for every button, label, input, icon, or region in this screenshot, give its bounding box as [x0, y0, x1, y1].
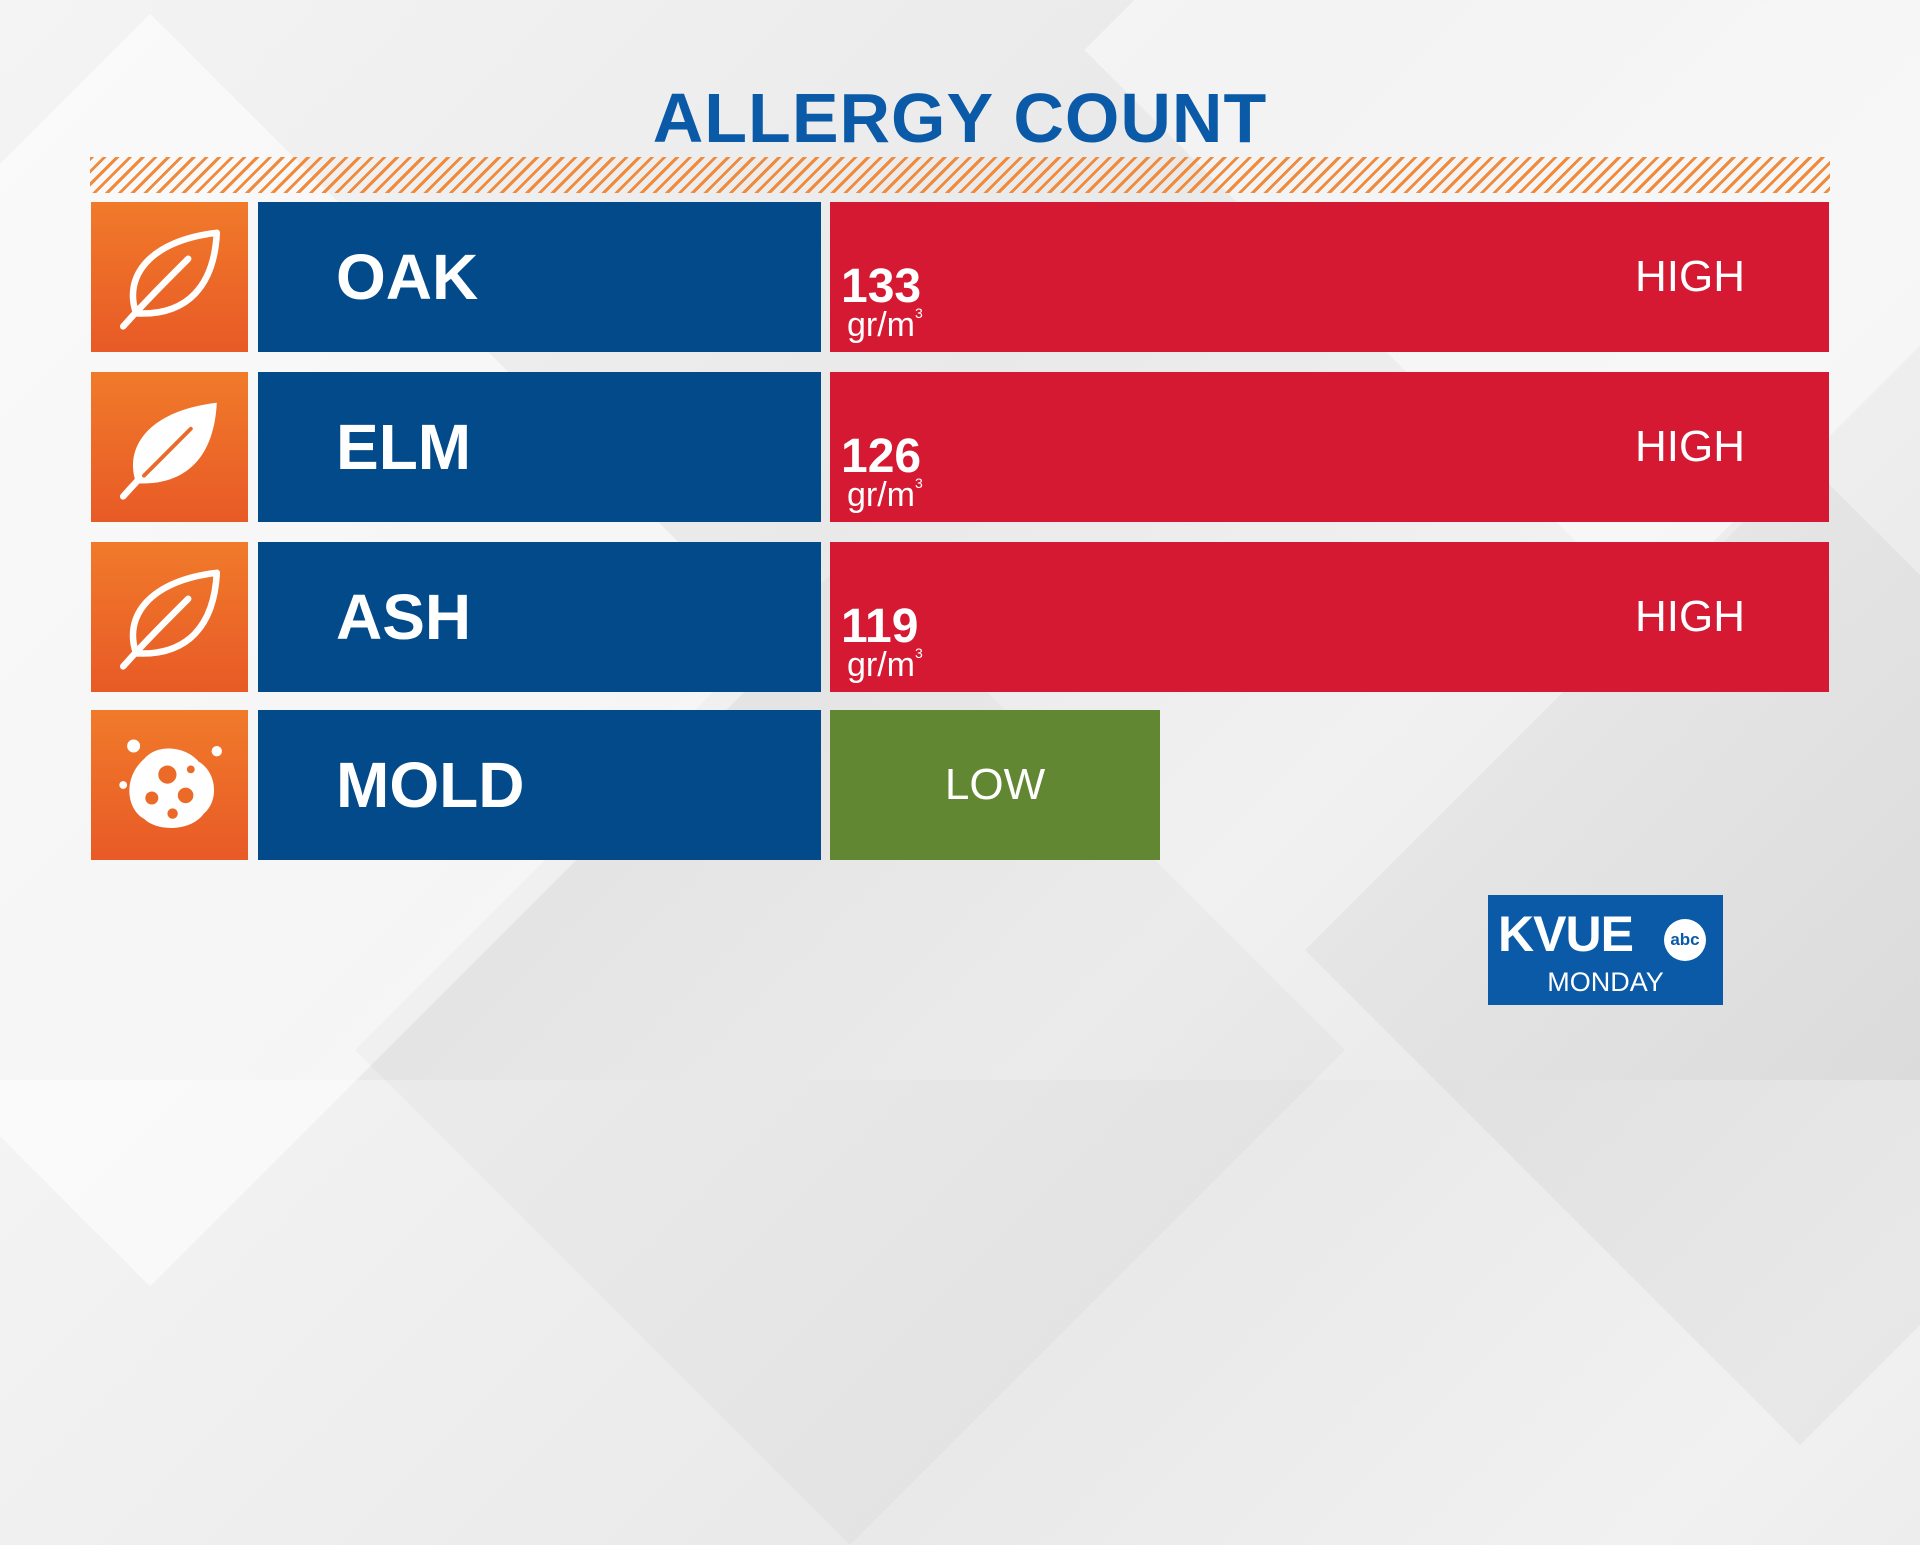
leaf-outline-icon [91, 202, 248, 352]
mold-spore-icon [91, 710, 248, 860]
allergen-name-box: OAK [258, 202, 821, 352]
pollen-count: 126 [841, 430, 922, 483]
allergen-level-bar: LOW [830, 710, 1160, 860]
abc-logo-icon: abc [1664, 919, 1706, 961]
allergen-name: ASH [336, 581, 472, 653]
allergen-name: OAK [336, 241, 479, 313]
allergen-row-mold: MOLD LOW [91, 710, 1829, 860]
allergen-name-box: MOLD [258, 710, 821, 860]
pollen-count: 133 [841, 260, 922, 313]
leaf-outline-icon [91, 542, 248, 692]
allergen-level-bar: 126 gr/m3 HIGH [830, 372, 1829, 522]
leaf-filled-icon [91, 372, 248, 522]
station-name: KVUE [1498, 906, 1634, 962]
day-label: MONDAY [1547, 967, 1664, 997]
allergen-name-box: ASH [258, 542, 821, 692]
pollen-unit: gr/m3 [847, 305, 923, 344]
allergen-row-ash: ASH 119 gr/m3 HIGH [91, 542, 1829, 692]
allergen-name: MOLD [336, 749, 525, 821]
allergen-row-oak: OAK 133 gr/m3 HIGH [91, 202, 1829, 352]
level-label: HIGH [1635, 592, 1745, 641]
station-logo: KVUE abc MONDAY [1488, 895, 1723, 1005]
allergen-name-box: ELM [258, 372, 821, 522]
pollen-unit: gr/m3 [847, 645, 923, 684]
pollen-unit: gr/m3 [847, 475, 923, 514]
allergen-name: ELM [336, 411, 472, 483]
background-shape [355, 555, 1345, 1545]
pollen-count: 119 [841, 600, 919, 653]
level-label: HIGH [1635, 252, 1745, 301]
level-label: HIGH [1635, 422, 1745, 471]
allergen-row-elm: ELM 126 gr/m3 HIGH [91, 372, 1829, 522]
allergen-level-bar: 119 gr/m3 HIGH [830, 542, 1829, 692]
hatch-divider [90, 157, 1830, 193]
level-label: LOW [944, 760, 1046, 809]
page-title: ALLERGY COUNT [652, 79, 1268, 157]
allergen-level-bar: 133 gr/m3 HIGH [830, 202, 1829, 352]
